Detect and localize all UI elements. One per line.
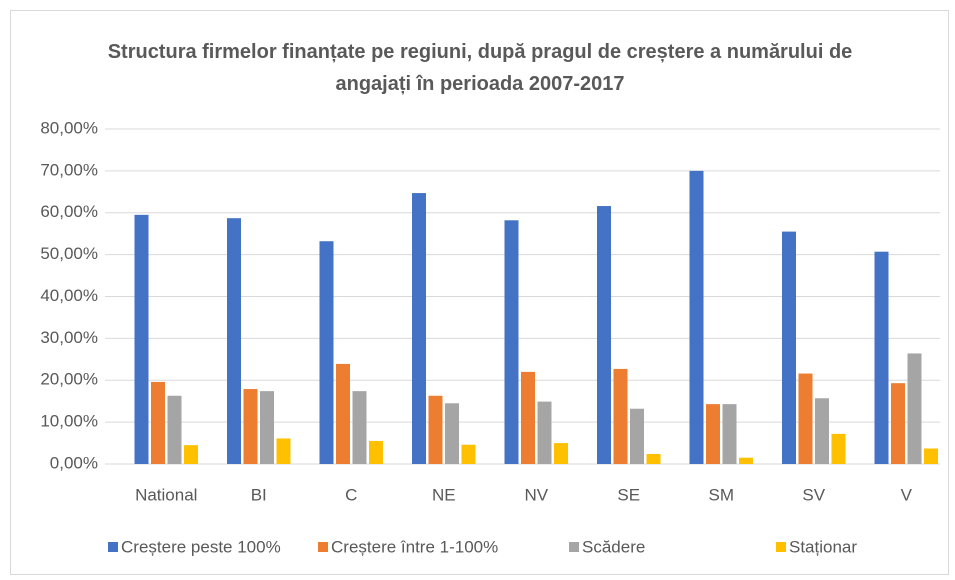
legend-swatch [318,542,328,552]
bar [521,371,535,464]
x-tick-label: SV [802,485,825,504]
bar [815,398,829,464]
bar [369,440,383,464]
bar [689,170,704,464]
bar [798,373,813,464]
bar [412,193,426,464]
legend-label: Creștere peste 100% [121,537,281,556]
bar [184,445,198,464]
bar [597,206,611,465]
bar [445,403,459,464]
bar [504,220,519,464]
legend-swatch [108,542,118,552]
y-tick-label: 60,00% [40,202,98,221]
bar [630,408,644,464]
y-tick-label: 10,00% [40,412,98,431]
bar [782,231,796,464]
legend-label: Creștere între 1-100% [331,537,498,556]
bar [319,241,334,464]
y-tick-label: 30,00% [40,328,98,347]
bar [134,214,149,464]
bar [428,395,443,464]
x-tick-label: C [345,485,357,504]
legend-swatch [569,542,579,552]
x-tick-label: V [901,485,913,504]
bar [739,457,753,464]
legend-swatch [776,542,786,552]
bar [874,251,889,464]
bar [831,433,846,464]
bar [722,404,737,464]
bar [167,395,182,464]
y-tick-label: 80,00% [40,118,98,137]
y-tick-label: 0,00% [50,453,98,472]
bar [352,391,367,464]
bar [260,391,274,464]
bar [537,401,552,464]
bar [276,438,291,464]
bar [336,363,350,464]
bar [891,383,905,464]
bar [227,218,241,464]
bar [151,381,165,464]
legend-label: Staționar [789,537,857,556]
y-tick-label: 20,00% [40,370,98,389]
x-tick-label: BI [251,485,267,504]
bar [907,353,922,464]
bar [461,444,476,464]
x-tick-label: National [135,485,197,504]
bar [613,368,628,464]
bar [924,448,938,464]
x-tick-label: SE [617,485,640,504]
bar [646,453,661,464]
x-tick-label: SM [709,485,735,504]
y-tick-label: 50,00% [40,244,98,263]
x-tick-label: NV [524,485,548,504]
legend-label: Scădere [582,537,645,556]
y-tick-label: 70,00% [40,160,98,179]
y-tick-label: 40,00% [40,286,98,305]
chart-title: Structura firmelor finanțate pe regiuni,… [107,41,853,95]
bar [243,389,258,464]
x-tick-label: NE [432,485,456,504]
bar [554,443,568,464]
bar [706,404,720,464]
